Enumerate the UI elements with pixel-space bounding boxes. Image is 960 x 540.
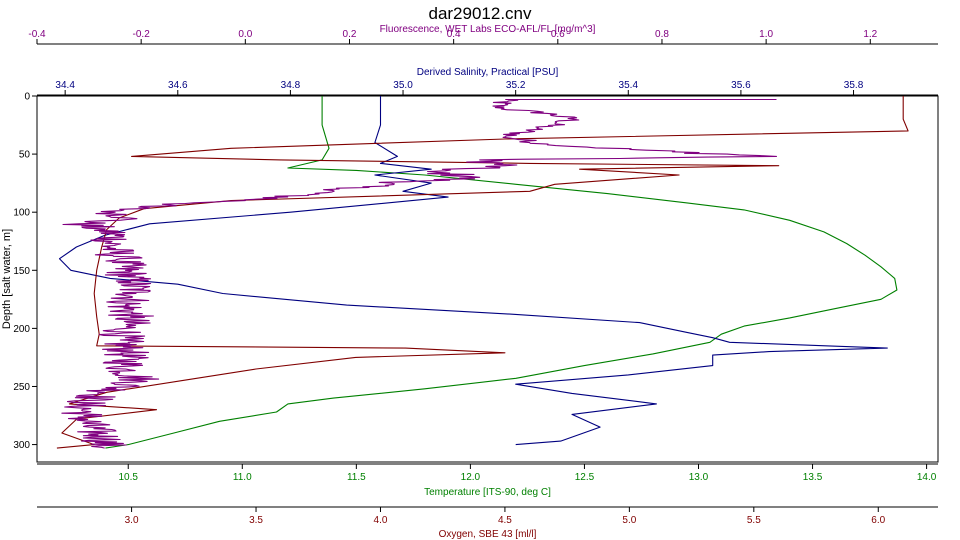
y-tick-label: 0 bbox=[24, 92, 30, 103]
oxy-series-line bbox=[56, 96, 909, 449]
y-tick-label: 200 bbox=[13, 324, 30, 335]
sal-axis-label: Derived Salinity, Practical [PSU] bbox=[417, 67, 559, 78]
fluor-tick-label: 1.0 bbox=[759, 29, 773, 40]
temp-tick-label: 13.0 bbox=[689, 472, 709, 483]
temp-tick-label: 13.5 bbox=[803, 472, 823, 483]
oxy-axis-label: Oxygen, SBE 43 [ml/l] bbox=[439, 529, 537, 540]
temp-tick-label: 12.5 bbox=[575, 472, 595, 483]
oxy-tick-label: 6.0 bbox=[871, 515, 885, 526]
fluor-tick-label: 0.2 bbox=[343, 29, 357, 40]
sal-tick-label: 35.2 bbox=[506, 80, 526, 91]
oxy-tick-label: 5.0 bbox=[622, 515, 636, 526]
sal-tick-label: 35.6 bbox=[731, 80, 751, 91]
sal-tick-label: 35.8 bbox=[844, 80, 864, 91]
fluor-tick-label: 0.0 bbox=[238, 29, 252, 40]
oxy-tick-label: 5.5 bbox=[747, 515, 761, 526]
oxy-tick-label: 4.0 bbox=[374, 515, 388, 526]
fluor-series-line bbox=[61, 98, 778, 449]
y-axis-label: Depth [salt water, m] bbox=[1, 229, 13, 329]
fluor-tick-label: 1.2 bbox=[863, 29, 877, 40]
fluor-tick-label: -0.2 bbox=[133, 29, 151, 40]
sal-series-line bbox=[58, 96, 888, 446]
temp-tick-label: 10.5 bbox=[119, 472, 139, 483]
oxy-tick-label: 3.5 bbox=[249, 515, 263, 526]
temp-tick-label: 12.0 bbox=[461, 472, 481, 483]
oxy-tick-label: 3.0 bbox=[125, 515, 139, 526]
temp-series-line bbox=[105, 96, 898, 449]
sal-tick-label: 34.4 bbox=[55, 80, 75, 91]
temp-tick-label: 11.5 bbox=[347, 472, 366, 483]
sal-tick-label: 34.8 bbox=[281, 80, 301, 91]
sal-tick-label: 35.4 bbox=[619, 80, 639, 91]
oxy-tick-label: 4.5 bbox=[498, 515, 512, 526]
y-tick-label: 100 bbox=[13, 208, 30, 219]
temp-tick-label: 11.0 bbox=[233, 472, 252, 483]
temp-axis-label: Temperature [ITS-90, deg C] bbox=[424, 487, 551, 498]
chart-title: dar29012.cnv bbox=[428, 4, 532, 23]
fluor-tick-label: -0.4 bbox=[28, 29, 46, 40]
y-tick-label: 50 bbox=[19, 150, 31, 161]
plot-frame bbox=[36, 95, 939, 463]
fluor-axis-label: Fluorescence, WET Labs ECO-AFL/FL [mg/m^… bbox=[380, 24, 596, 35]
fluor-tick-label: 0.8 bbox=[655, 29, 669, 40]
y-tick-label: 300 bbox=[13, 440, 30, 451]
temp-tick-label: 14.0 bbox=[917, 472, 937, 483]
y-tick-label: 150 bbox=[13, 266, 30, 277]
fluor-tick-label: 0.4 bbox=[447, 29, 461, 40]
y-tick-label: 250 bbox=[13, 382, 30, 393]
sal-tick-label: 35.0 bbox=[393, 80, 413, 91]
sal-tick-label: 34.6 bbox=[168, 80, 188, 91]
fluor-tick-label: 0.6 bbox=[551, 29, 565, 40]
